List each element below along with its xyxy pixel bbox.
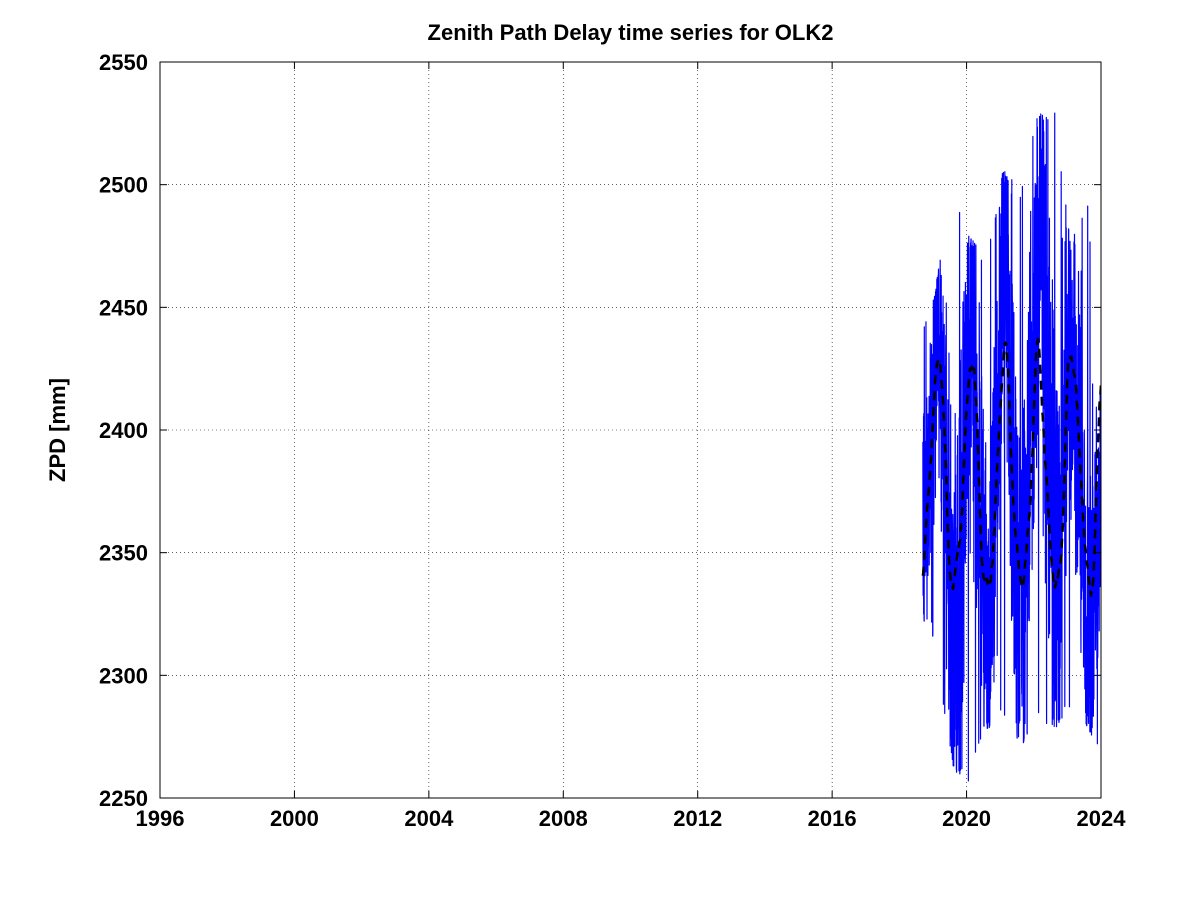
ytick-label: 2300 (99, 663, 148, 688)
ytick-label: 2250 (99, 786, 148, 811)
xtick-label: 2024 (1077, 806, 1127, 831)
y-axis-label: ZPD [mm] (45, 378, 70, 482)
ytick-label: 2350 (99, 541, 148, 566)
ytick-label: 2400 (99, 418, 148, 443)
chart-svg: 1996200020042008201220162020202422502300… (0, 0, 1201, 901)
xtick-label: 2004 (404, 806, 454, 831)
ytick-label: 2450 (99, 295, 148, 320)
ytick-label: 2500 (99, 173, 148, 198)
xtick-label: 2016 (808, 806, 857, 831)
ytick-label: 2550 (99, 50, 148, 75)
xtick-label: 2012 (673, 806, 722, 831)
xtick-label: 2008 (539, 806, 588, 831)
xtick-label: 2020 (942, 806, 991, 831)
chart-container: 1996200020042008201220162020202422502300… (0, 0, 1201, 901)
xtick-label: 2000 (270, 806, 319, 831)
chart-title: Zenith Path Delay time series for OLK2 (428, 20, 834, 45)
